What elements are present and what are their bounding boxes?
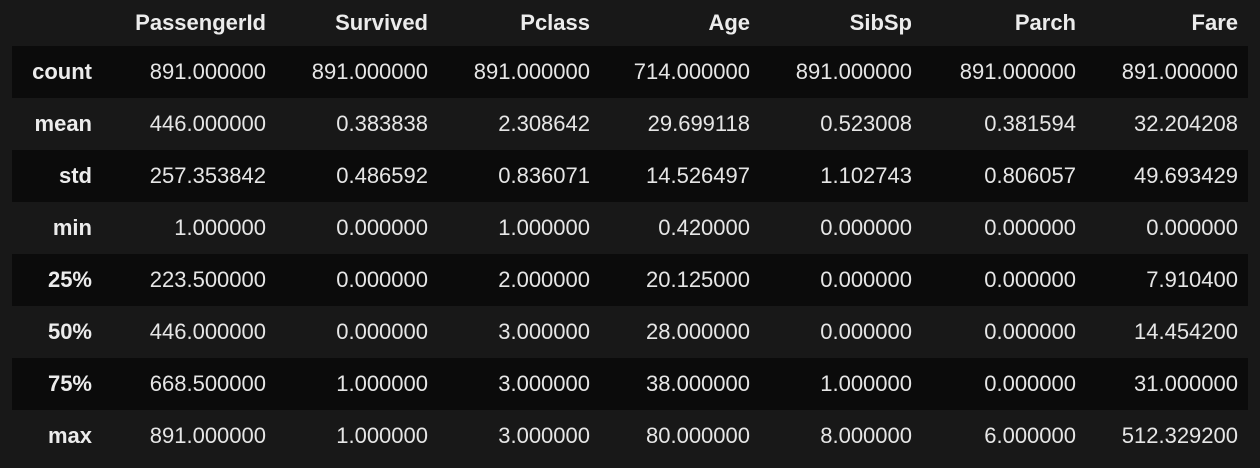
table-cell: 0.486592 bbox=[336, 163, 428, 188]
table-cell: 3.000000 bbox=[498, 319, 590, 344]
table-body: count 891.000000 891.000000 891.000000 7… bbox=[12, 46, 1248, 462]
table-cell: 891.000000 bbox=[1121, 59, 1238, 84]
table-cell: 0.000000 bbox=[336, 267, 428, 292]
table-cell: 1.000000 bbox=[336, 423, 428, 448]
table-cell: 6.000000 bbox=[984, 423, 1076, 448]
table-row-50pct: 50% 446.000000 0.000000 3.000000 28.0000… bbox=[12, 306, 1248, 358]
table-cell: 49.693429 bbox=[1134, 163, 1238, 188]
table-cell: 891.000000 bbox=[959, 59, 1076, 84]
table-cell: 0.806057 bbox=[984, 163, 1076, 188]
column-header-age: Age bbox=[708, 10, 750, 35]
row-label: 25% bbox=[47, 267, 92, 292]
table-cell: 38.000000 bbox=[646, 371, 750, 396]
table-cell: 0.000000 bbox=[820, 267, 912, 292]
table-cell: 0.381594 bbox=[984, 111, 1076, 136]
column-header-passengerid: PassengerId bbox=[135, 10, 266, 35]
table-cell: 0.383838 bbox=[336, 111, 428, 136]
table-cell: 1.000000 bbox=[336, 371, 428, 396]
table-cell: 1.000000 bbox=[498, 215, 590, 240]
table-cell: 14.454200 bbox=[1134, 319, 1238, 344]
table-cell: 0.000000 bbox=[336, 215, 428, 240]
table-cell: 891.000000 bbox=[149, 423, 266, 448]
table-cell: 0.000000 bbox=[984, 215, 1076, 240]
row-label: 50% bbox=[47, 319, 92, 344]
row-label: max bbox=[47, 423, 92, 448]
table-row-25pct: 25% 223.500000 0.000000 2.000000 20.1250… bbox=[12, 254, 1248, 306]
row-label: count bbox=[32, 59, 92, 84]
index-header-cell bbox=[12, 0, 112, 46]
table-cell: 20.125000 bbox=[646, 267, 750, 292]
column-header-fare: Fare bbox=[1191, 10, 1238, 35]
table-cell: 512.329200 bbox=[1121, 423, 1238, 448]
table-cell: 257.353842 bbox=[149, 163, 266, 188]
column-header-parch: Parch bbox=[1014, 10, 1076, 35]
table-cell: 0.000000 bbox=[1146, 215, 1238, 240]
table-cell: 668.500000 bbox=[149, 371, 266, 396]
row-label: 75% bbox=[47, 371, 92, 396]
table-cell: 891.000000 bbox=[149, 59, 266, 84]
header-row: PassengerId Survived Pclass Age SibSp Pa… bbox=[12, 0, 1248, 46]
table-row-75pct: 75% 668.500000 1.000000 3.000000 38.0000… bbox=[12, 358, 1248, 410]
table-cell: 0.420000 bbox=[658, 215, 750, 240]
table-cell: 2.308642 bbox=[498, 111, 590, 136]
table-row-count: count 891.000000 891.000000 891.000000 7… bbox=[12, 46, 1248, 98]
table-cell: 31.000000 bbox=[1134, 371, 1238, 396]
table-cell: 0.836071 bbox=[498, 163, 590, 188]
row-label: min bbox=[52, 215, 92, 240]
table-cell: 223.500000 bbox=[149, 267, 266, 292]
table-cell: 1.000000 bbox=[174, 215, 266, 240]
column-header-survived: Survived bbox=[335, 10, 428, 35]
table-cell: 0.000000 bbox=[820, 215, 912, 240]
table-cell: 1.102743 bbox=[820, 163, 912, 188]
table-cell: 7.910400 bbox=[1146, 267, 1238, 292]
table-cell: 891.000000 bbox=[795, 59, 912, 84]
table-cell: 80.000000 bbox=[646, 423, 750, 448]
table-cell: 0.000000 bbox=[336, 319, 428, 344]
table-row-min: min 1.000000 0.000000 1.000000 0.420000 … bbox=[12, 202, 1248, 254]
table-cell: 0.000000 bbox=[984, 267, 1076, 292]
table-cell: 446.000000 bbox=[149, 319, 266, 344]
table-cell: 0.000000 bbox=[984, 371, 1076, 396]
table-cell: 1.000000 bbox=[820, 371, 912, 396]
table-row-mean: mean 446.000000 0.383838 2.308642 29.699… bbox=[12, 98, 1248, 150]
table-cell: 0.523008 bbox=[820, 111, 912, 136]
table-cell: 32.204208 bbox=[1134, 111, 1238, 136]
column-header-pclass: Pclass bbox=[520, 10, 590, 35]
table-cell: 0.000000 bbox=[820, 319, 912, 344]
table-cell: 8.000000 bbox=[820, 423, 912, 448]
table-cell: 891.000000 bbox=[473, 59, 590, 84]
table-cell: 28.000000 bbox=[646, 319, 750, 344]
table-row-max: max 891.000000 1.000000 3.000000 80.0000… bbox=[12, 410, 1248, 462]
table-cell: 0.000000 bbox=[984, 319, 1076, 344]
column-header-sibsp: SibSp bbox=[849, 10, 912, 35]
row-label: mean bbox=[34, 111, 92, 136]
table-cell: 29.699118 bbox=[647, 111, 750, 136]
table-cell: 14.526497 bbox=[646, 163, 750, 188]
table-cell: 3.000000 bbox=[498, 371, 590, 396]
table-header: PassengerId Survived Pclass Age SibSp Pa… bbox=[12, 0, 1248, 46]
describe-dataframe-table: PassengerId Survived Pclass Age SibSp Pa… bbox=[12, 0, 1248, 462]
table-cell: 3.000000 bbox=[498, 423, 590, 448]
table-cell: 446.000000 bbox=[149, 111, 266, 136]
table-cell: 891.000000 bbox=[311, 59, 428, 84]
table-cell: 714.000000 bbox=[633, 59, 750, 84]
table-row-std: std 257.353842 0.486592 0.836071 14.5264… bbox=[12, 150, 1248, 202]
row-label: std bbox=[59, 163, 92, 188]
table-cell: 2.000000 bbox=[498, 267, 590, 292]
